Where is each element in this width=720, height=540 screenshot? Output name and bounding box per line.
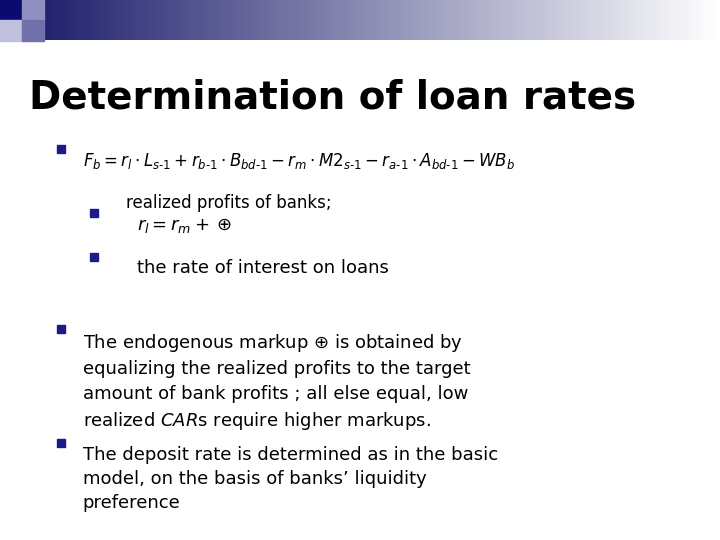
Text: The deposit rate is determined as in the basic
model, on the basis of banks’ liq: The deposit rate is determined as in the…: [83, 446, 498, 512]
Bar: [22, 20, 45, 40]
Bar: [22, 0, 45, 20]
Text: Determination of loan rates: Determination of loan rates: [29, 78, 636, 116]
Bar: [0, 0, 22, 20]
Text: The endogenous markup $\oplus$ is obtained by
equalizing the realized profits to: The endogenous markup $\oplus$ is obtain…: [83, 332, 470, 432]
Text: $\mathit{r}_l = \mathit{r}_m + \oplus$: $\mathit{r}_l = \mathit{r}_m + \oplus$: [137, 216, 232, 235]
Text: realized profits of banks;: realized profits of banks;: [126, 194, 332, 212]
Text: $\mathit{F}_b = \mathit{r}_l\cdot \mathit{L}_{s\text{-}1} + \mathit{r}_{b\text{-: $\mathit{F}_b = \mathit{r}_l\cdot \mathi…: [83, 151, 515, 171]
Text: the rate of interest on loans: the rate of interest on loans: [137, 259, 389, 277]
Bar: [0, 20, 22, 40]
